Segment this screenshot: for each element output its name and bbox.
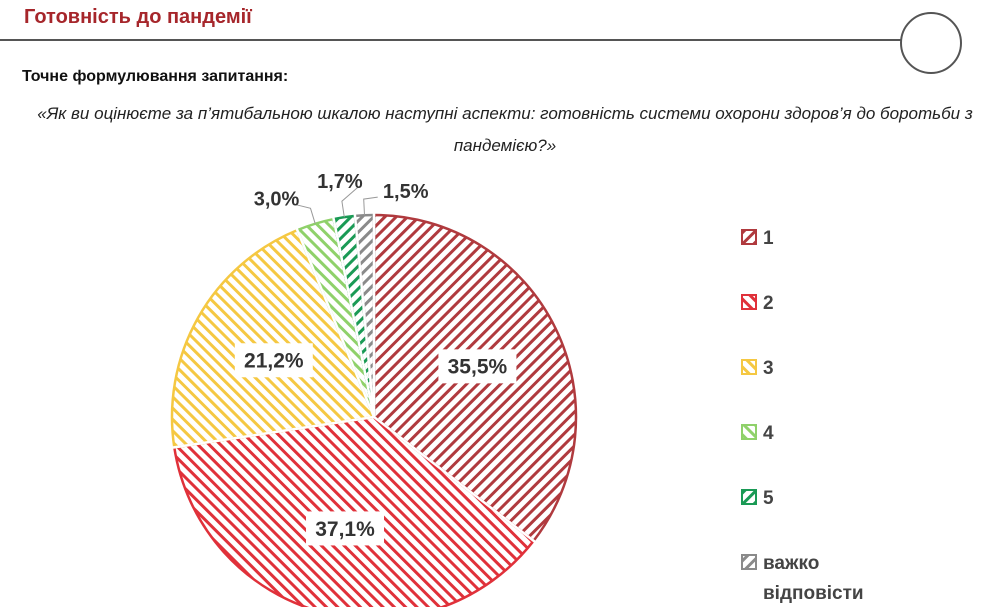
pie-slice-3 bbox=[170, 228, 376, 449]
legend-swatch-2 bbox=[741, 294, 757, 310]
legend-swatch-5 bbox=[741, 489, 757, 505]
slice-label-4: 3,0% bbox=[254, 188, 300, 210]
header-circle-ornament bbox=[900, 12, 962, 74]
leader-line-4 bbox=[294, 203, 316, 224]
leader-line-6 bbox=[363, 196, 378, 216]
legend-swatch-6 bbox=[741, 554, 757, 570]
slice-labels: 35,5% 37,1% 21,2% 3,0% 1,7% 1,5% bbox=[234, 171, 517, 546]
legend-label-2: 2 bbox=[763, 293, 774, 314]
legend-label-1: 1 bbox=[763, 228, 774, 249]
legend-swatch-1 bbox=[741, 229, 757, 245]
legend-swatch-3 bbox=[741, 359, 757, 375]
chart-legend: 1 2 3 4 5 важко відповісти bbox=[741, 228, 864, 604]
legend-label-6: відповісти bbox=[763, 583, 864, 604]
header-divider bbox=[0, 39, 905, 41]
legend-swatch-4 bbox=[741, 424, 757, 440]
slice-label-background-3 bbox=[234, 343, 313, 378]
pie-slices bbox=[170, 213, 578, 607]
legend-label-3: 3 bbox=[763, 358, 774, 379]
slice-label-3: 21,2% bbox=[244, 350, 304, 373]
legend-label-4: 4 bbox=[763, 423, 774, 444]
slice-label-1: 35,5% bbox=[448, 356, 508, 379]
slice-label-background-2 bbox=[306, 511, 385, 546]
question-label: Точне формулювання запитання: bbox=[22, 68, 289, 85]
leader-lines bbox=[294, 186, 378, 224]
leader-line-5 bbox=[341, 186, 359, 218]
page-title: Готовність до пандемії bbox=[24, 6, 252, 28]
slice-label-5: 1,7% bbox=[317, 171, 363, 193]
slice-label-2: 37,1% bbox=[315, 518, 375, 541]
slice-label-background-1 bbox=[438, 349, 517, 384]
question-text: «Як ви оцінюєте за п’ятибальною шкалою н… bbox=[37, 104, 973, 155]
legend-label-5: 5 bbox=[763, 488, 774, 509]
legend-label-6: важко bbox=[763, 553, 819, 574]
slice-label-6: 1,5% bbox=[383, 181, 429, 203]
